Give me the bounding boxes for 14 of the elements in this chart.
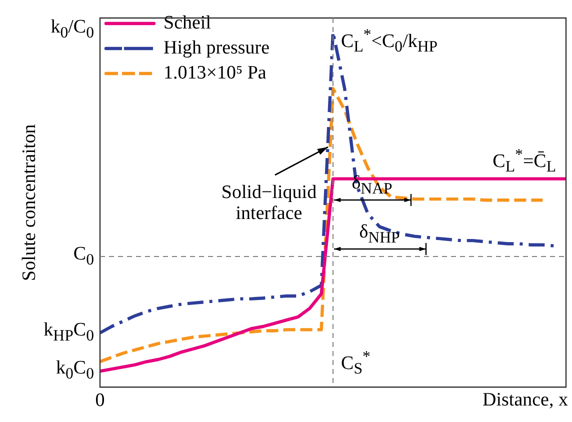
text: Solid−liquid interface — [221, 182, 317, 224]
annotation: C$_{L}$$^{*}$<C$_{0}$/k$_{HP}$ — [341, 25, 438, 58]
legend-label: Scheil — [164, 12, 211, 34]
text: k$_{HP}$C$_{0}$ — [44, 319, 94, 346]
annotation: δ$_{NHP}$ — [359, 221, 400, 248]
text: k$_{0}$/C$_{0}$ — [50, 16, 94, 44]
ref-line-label: C$_{0}$ — [73, 243, 94, 270]
y-axis-title: Solute concentraiton — [18, 124, 40, 281]
text: 0 — [95, 390, 105, 412]
x-axis-title: Distance, x — [482, 390, 568, 411]
text: k$_{0}$C$_{0}$ — [56, 358, 94, 385]
annotation: C$_{L}$$^{*}$=C̄$_{L}$ — [492, 145, 556, 178]
legend-label: 1.013×10⁵ Pa — [164, 62, 267, 84]
legend-label: High pressure — [164, 37, 270, 58]
